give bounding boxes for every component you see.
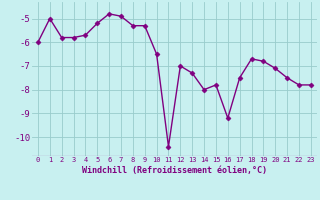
X-axis label: Windchill (Refroidissement éolien,°C): Windchill (Refroidissement éolien,°C) bbox=[82, 166, 267, 175]
